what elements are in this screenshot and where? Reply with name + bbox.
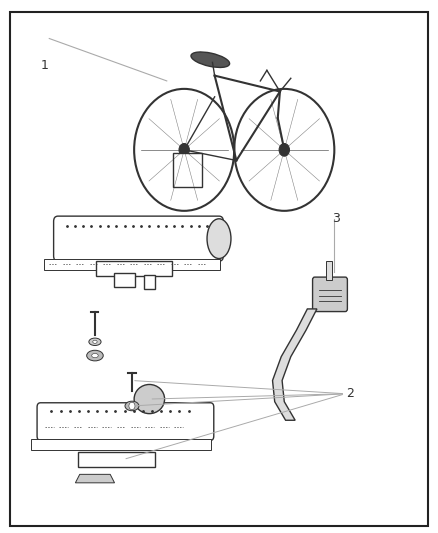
FancyBboxPatch shape	[53, 216, 223, 261]
Polygon shape	[75, 474, 115, 483]
Circle shape	[279, 143, 290, 156]
Polygon shape	[272, 309, 317, 420]
Ellipse shape	[191, 52, 230, 68]
FancyBboxPatch shape	[173, 152, 201, 187]
Text: 2: 2	[346, 387, 353, 400]
Ellipse shape	[87, 350, 103, 361]
Text: 3: 3	[332, 212, 340, 225]
Text: 1: 1	[41, 59, 49, 71]
FancyBboxPatch shape	[78, 452, 155, 467]
Ellipse shape	[89, 338, 101, 345]
FancyBboxPatch shape	[31, 439, 211, 450]
Polygon shape	[325, 261, 332, 280]
FancyBboxPatch shape	[313, 277, 347, 312]
Ellipse shape	[134, 384, 165, 414]
FancyBboxPatch shape	[44, 259, 220, 270]
FancyBboxPatch shape	[114, 273, 135, 287]
FancyBboxPatch shape	[10, 12, 428, 526]
Ellipse shape	[207, 219, 231, 259]
Ellipse shape	[93, 340, 97, 343]
FancyBboxPatch shape	[37, 403, 214, 440]
Circle shape	[179, 143, 189, 156]
Ellipse shape	[92, 353, 98, 358]
Circle shape	[129, 402, 135, 410]
Ellipse shape	[125, 401, 139, 411]
FancyBboxPatch shape	[96, 261, 173, 276]
FancyBboxPatch shape	[144, 275, 155, 289]
